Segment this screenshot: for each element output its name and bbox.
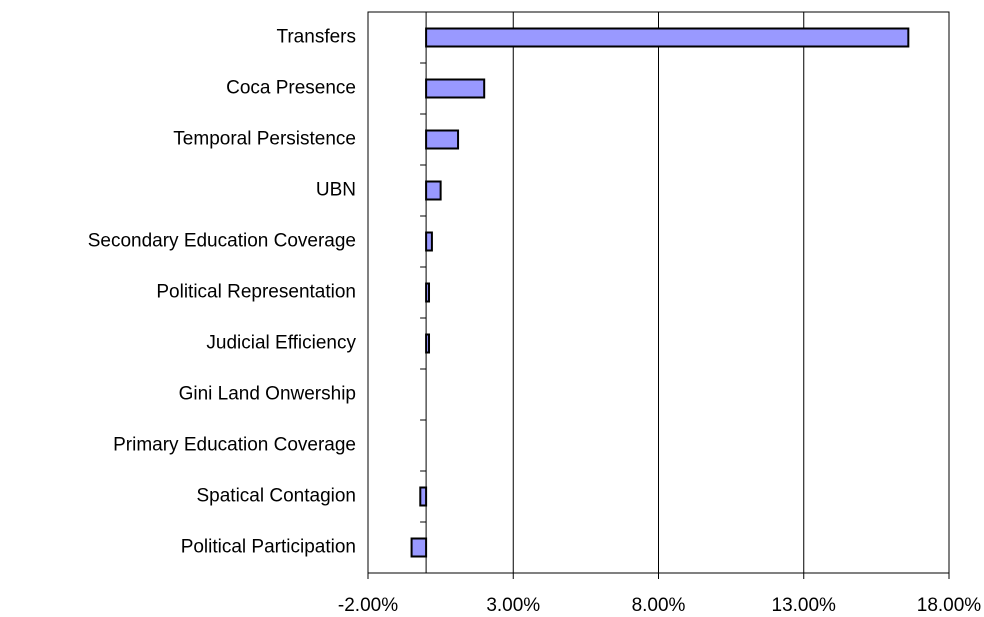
bar [425, 282, 431, 303]
bar [425, 27, 910, 48]
bar [425, 333, 431, 354]
y-tick-label: Spatical Contagion [197, 486, 357, 507]
bar [425, 129, 460, 150]
x-tick-label: 18.00% [917, 595, 982, 616]
y-tick-label: Judicial Efficiency [206, 333, 356, 354]
bar [419, 486, 428, 507]
y-tick-label: UBN [316, 180, 356, 201]
x-tick-label: 8.00% [632, 595, 686, 616]
y-tick-label: Transfers [276, 27, 356, 48]
bar [425, 180, 442, 201]
y-tick-label: Political Representation [156, 282, 356, 303]
bar [410, 537, 428, 558]
x-tick-label: 3.00% [486, 595, 540, 616]
y-tick-label: Primary Education Coverage [113, 435, 356, 456]
y-tick-label: Secondary Education Coverage [88, 231, 356, 252]
y-tick-label: Coca Presence [226, 78, 356, 99]
y-tick-label: Political Participation [181, 537, 356, 558]
x-tick-label: 13.00% [772, 595, 837, 616]
plot-border [367, 11, 950, 574]
y-tick-label: Gini Land Onwership [179, 384, 356, 405]
y-tick-label: Temporal Persistence [173, 129, 356, 150]
x-tick-label: -2.00% [338, 595, 398, 616]
bar [425, 231, 433, 252]
bar [425, 78, 486, 99]
